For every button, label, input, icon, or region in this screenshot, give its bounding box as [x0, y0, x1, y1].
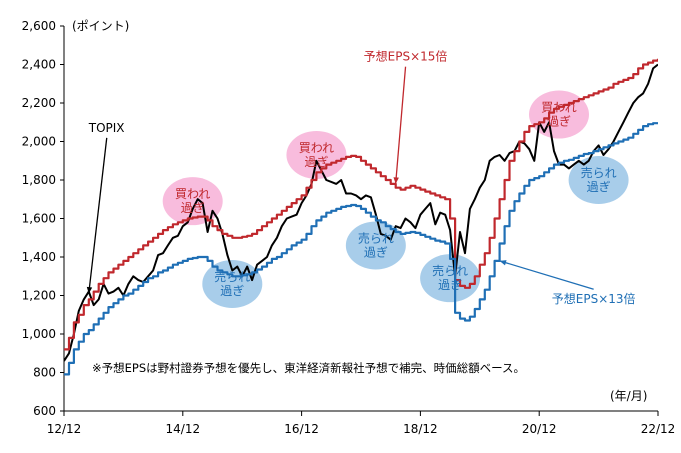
x-tick-label: 22/12 [641, 422, 676, 436]
series-arrow-1 [395, 66, 407, 184]
region-label-line2: 過ぎ [364, 245, 388, 259]
region-label-line1: 売られ [358, 230, 394, 245]
region-label-line1: 売られ [581, 165, 617, 180]
overbought-bubble-1 [286, 130, 347, 179]
region-label-line1: 買われ [175, 187, 210, 201]
region-label-line2: 過ぎ [304, 155, 328, 169]
oversold-bubble-4 [345, 221, 406, 270]
y-tick-label: 1,200 [22, 289, 56, 303]
note-text: ※予想EPSは野村證券予想を優先し、東洋経済新報社予想で補完、時価総額ベース。 [92, 361, 525, 375]
x-tick-label: 14/12 [166, 422, 201, 436]
y-tick-label: 1,000 [22, 327, 56, 341]
region-label-line2: 過ぎ [587, 180, 611, 194]
unit-label: (ポイント) [72, 19, 129, 33]
x-tick-label: 16/12 [284, 422, 319, 436]
series-arrowhead-1 [393, 177, 399, 184]
y-tick-label: 1,400 [22, 250, 56, 264]
series-line-1 [64, 58, 658, 351]
x-tick-label: 12/12 [47, 422, 82, 436]
y-tick-label: 600 [33, 404, 56, 418]
y-tick-label: 2,200 [22, 96, 56, 110]
region-label-line2: 過ぎ [181, 201, 205, 215]
x-tick-label: 18/12 [403, 422, 438, 436]
axes: 600 800 1,000 1,200 1,400 1,600 1,800 2,000 2,20… [22, 19, 676, 436]
region-bubbles [162, 90, 629, 308]
y-tick-label: 2,600 [22, 19, 56, 33]
series-label-2: 予想EPS×13倍 [552, 291, 636, 306]
y-tick-label: 2,400 [22, 58, 56, 72]
series-label-0: TOPIX [88, 121, 125, 135]
region-label-line2: 過ぎ [220, 284, 244, 298]
series-label-1: 予想EPS×15倍 [364, 49, 448, 64]
series-line-2 [64, 122, 658, 376]
region-label-line1: 買われ [299, 141, 334, 155]
region-label-line1: 売られ [432, 263, 468, 278]
overbought-bubble-0 [162, 177, 223, 226]
y-tick-label: 1,800 [22, 173, 56, 187]
region-label-line2: 過ぎ [438, 278, 462, 292]
oversold-bubble-6 [568, 156, 629, 204]
series-arrowhead-0 [86, 286, 93, 294]
region-label-line1: 売られ [214, 269, 250, 284]
region-label-line1: 買われ [541, 101, 576, 115]
x-tick-label: 20/12 [522, 422, 557, 436]
series-arrow-0 [88, 137, 108, 294]
series-arrow-2 [499, 260, 594, 290]
y-tick-label: 800 [33, 366, 56, 380]
region-label-line2: 過ぎ [547, 115, 571, 129]
oversold-bubble-3 [202, 259, 263, 308]
oversold-bubble-5 [420, 254, 481, 303]
x-unit-label: (年/月) [610, 389, 647, 403]
series-lines [64, 58, 658, 376]
y-tick-label: 2,000 [22, 135, 56, 149]
y-tick-label: 1,600 [22, 212, 56, 226]
series-arrowhead-2 [499, 260, 507, 266]
